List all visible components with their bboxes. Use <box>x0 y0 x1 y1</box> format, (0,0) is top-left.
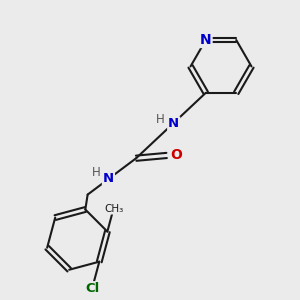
Text: CH₃: CH₃ <box>104 204 124 214</box>
Text: H: H <box>155 113 164 126</box>
Text: Cl: Cl <box>85 282 100 295</box>
Text: O: O <box>170 148 182 163</box>
Text: N: N <box>103 172 114 184</box>
Text: N: N <box>168 117 179 130</box>
Text: H: H <box>92 167 101 179</box>
Text: N: N <box>200 33 212 47</box>
